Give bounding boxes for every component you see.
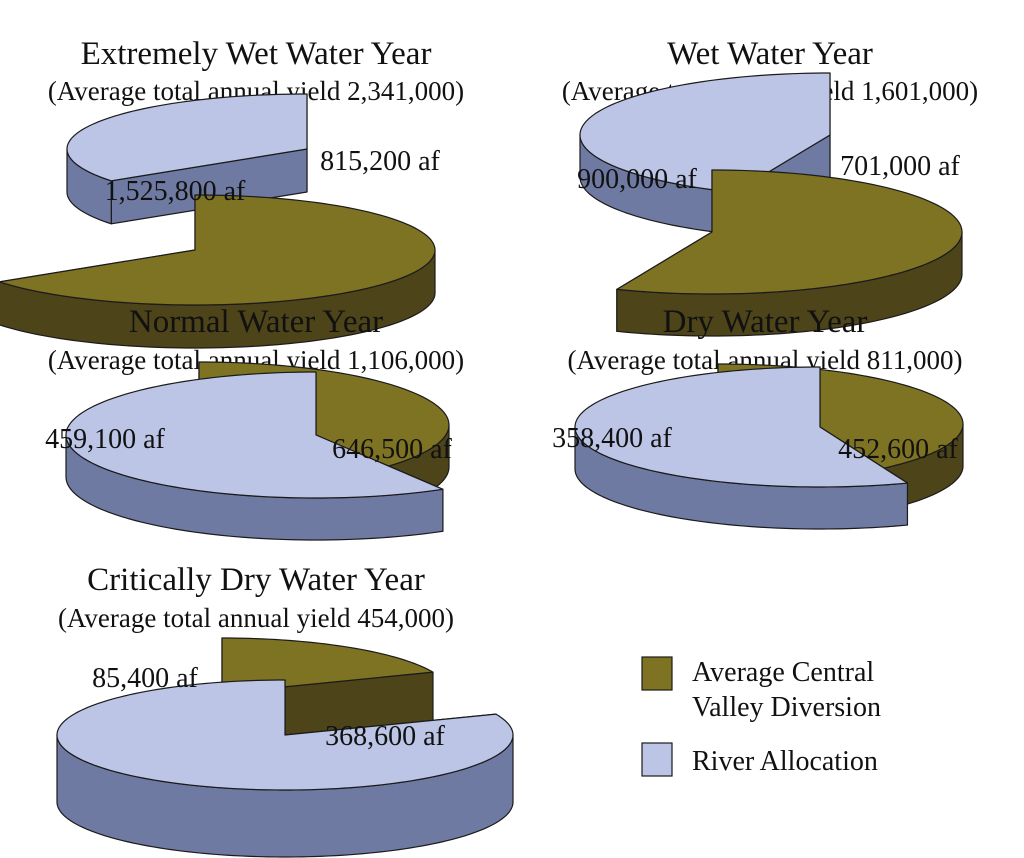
- chart-title: Wet Water Year: [667, 36, 873, 72]
- diversion-data-label: 85,400 af: [92, 663, 198, 694]
- legend-label-diversion-line1: Average Central: [692, 657, 874, 688]
- chart-title: Critically Dry Water Year: [87, 562, 425, 598]
- river-data-label: 368,600 af: [325, 721, 445, 752]
- diversion-data-label: 358,400 af: [552, 423, 672, 454]
- pie-chart-1: Extremely Wet Water Year(Average total a…: [0, 36, 464, 349]
- pie-chart-3: Normal Water Year(Average total annual y…: [45, 304, 464, 541]
- chart-title: Dry Water Year: [663, 304, 868, 340]
- chart-title: Extremely Wet Water Year: [81, 36, 432, 72]
- river-slice-top: [66, 93, 308, 182]
- legend: Average Central Valley Diversion River All…: [641, 656, 881, 777]
- river-data-label: 701,000 af: [840, 151, 960, 182]
- chart-title: Normal Water Year: [129, 304, 383, 340]
- river-data-label: 815,200 af: [320, 146, 440, 177]
- river-slice-top: [574, 366, 909, 488]
- river-data-label: 646,500 af: [332, 434, 452, 465]
- diversion-data-label: 459,100 af: [45, 424, 165, 455]
- diversion-slice-top: [221, 637, 434, 694]
- central-valley-diversion-slice: [616, 169, 963, 337]
- diversion-data-label: 1,525,800 af: [105, 176, 246, 207]
- legend-label-diversion-line2: Valley Diversion: [692, 692, 881, 723]
- pie-chart-4: Dry Water Year(Average total annual yiel…: [552, 304, 964, 530]
- diversion-slice-top: [616, 169, 963, 295]
- river-data-label: 452,600 af: [838, 434, 958, 465]
- diversion-data-label: 900,000 af: [577, 164, 697, 195]
- pie-chart-5: Critically Dry Water Year (Average total …: [56, 562, 514, 858]
- river-allocation-slice: [66, 93, 308, 225]
- pie-chart-2: Wet Water Year(Average total annual yiel…: [562, 36, 978, 337]
- chart-subtitle: (Average total annual yield 454,000): [58, 603, 454, 633]
- river-allocation-slice: [65, 371, 444, 541]
- legend-swatch-diversion: [641, 656, 673, 691]
- legend-swatch-river: [641, 742, 673, 777]
- legend-label-river: River Allocation: [692, 746, 878, 777]
- river-slice-top: [579, 72, 831, 193]
- river-slice-top: [65, 371, 444, 499]
- central-valley-diversion-slice: [0, 194, 436, 349]
- river-slice-top: [56, 679, 514, 791]
- diversion-slice-top: [0, 194, 436, 306]
- river-allocation-slice: [56, 679, 514, 858]
- river-allocation-slice: [574, 366, 909, 530]
